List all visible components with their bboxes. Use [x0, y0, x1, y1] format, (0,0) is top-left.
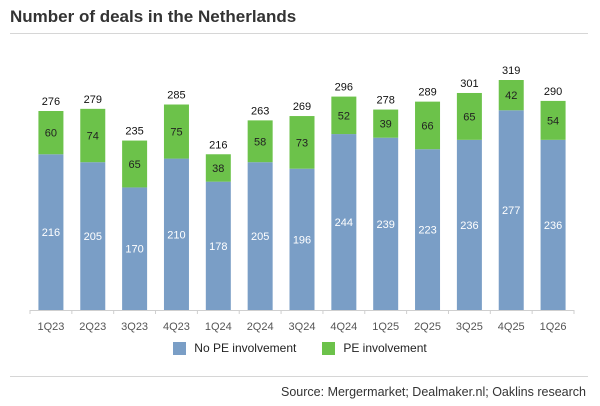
bar-no-pe: [540, 139, 566, 310]
bar-pe: [289, 116, 315, 169]
data-label-pe: 52: [338, 110, 350, 122]
bar-pe: [122, 140, 148, 188]
data-label-no-pe: 216: [42, 227, 60, 239]
footer-divider: [10, 376, 588, 377]
data-label-total: 235: [125, 126, 143, 138]
x-axis-tick-label: 1Q26: [540, 321, 567, 333]
data-label-pe: 58: [254, 136, 266, 148]
bar-pe: [163, 104, 189, 159]
bar-no-pe: [205, 181, 231, 310]
stacked-bar-chart: 216 60 276 1Q23 205 74 279 2Q23 170 65 235 3Q23 210 7…: [29, 65, 575, 333]
data-label-pe: 74: [87, 131, 99, 143]
legend-label-no-pe: No PE involvement: [194, 341, 297, 355]
data-label-no-pe: 239: [377, 219, 395, 231]
chart-title: Number of deals in the Netherlands: [10, 7, 297, 26]
data-label-no-pe: 236: [544, 220, 562, 232]
bar-no-pe: [373, 137, 399, 310]
data-label-total: 279: [84, 94, 102, 106]
data-label-pe: 66: [421, 120, 433, 132]
x-axis-tick-label: 2Q25: [414, 321, 441, 333]
bar-no-pe: [80, 162, 106, 310]
data-label-total: 301: [460, 78, 478, 90]
data-label-no-pe: 170: [125, 244, 143, 256]
data-label-total: 319: [502, 65, 520, 77]
data-label-total: 278: [377, 95, 395, 107]
data-label-no-pe: 205: [84, 231, 102, 243]
bar-no-pe: [38, 154, 64, 310]
data-label-no-pe: 178: [209, 241, 227, 253]
chart-legend: No PE involvement PE involvement: [0, 341, 600, 355]
bar-no-pe: [163, 158, 189, 310]
data-label-no-pe: 205: [251, 231, 269, 243]
data-label-pe: 60: [45, 128, 57, 140]
bar-pe: [540, 100, 566, 140]
data-label-total: 296: [335, 82, 353, 94]
legend-label-pe: PE involvement: [343, 341, 427, 355]
bar-no-pe: [122, 187, 148, 310]
data-label-pe: 42: [505, 90, 517, 102]
bar-no-pe: [415, 149, 441, 310]
legend-item-pe: PE involvement: [322, 341, 427, 355]
data-label-no-pe: 223: [418, 225, 436, 237]
x-axis-tick-label: 2Q24: [247, 321, 274, 333]
bar-pe: [331, 96, 357, 135]
source-note: Source: Mergermarket; Dealmaker.nl; Oakl…: [281, 385, 586, 399]
x-axis-tick-label: 1Q25: [372, 321, 399, 333]
legend-item-no-pe: No PE involvement: [173, 341, 296, 355]
data-label-total: 290: [544, 86, 562, 98]
bar-no-pe: [289, 168, 315, 310]
x-axis-tick-label: 2Q23: [79, 321, 106, 333]
data-label-total: 263: [251, 105, 269, 117]
data-label-total: 216: [209, 139, 227, 151]
bar-no-pe: [498, 110, 524, 310]
bar-pe: [205, 154, 231, 182]
title-divider: [10, 33, 588, 34]
data-label-no-pe: 236: [460, 220, 478, 232]
bar-no-pe: [456, 139, 482, 310]
x-axis-tick-label: 4Q24: [330, 321, 357, 333]
bar-no-pe: [247, 162, 273, 310]
data-label-total: 269: [293, 101, 311, 113]
data-label-pe: 38: [212, 163, 224, 175]
data-label-no-pe: 277: [502, 205, 520, 217]
data-label-pe: 39: [380, 119, 392, 131]
data-label-pe: 65: [463, 111, 475, 123]
data-label-no-pe: 210: [167, 229, 185, 241]
data-label-pe: 65: [128, 159, 140, 171]
data-label-total: 276: [42, 96, 60, 108]
bar-pe: [247, 120, 273, 163]
legend-swatch-pe: [322, 341, 336, 355]
data-label-pe: 54: [547, 115, 559, 127]
data-label-no-pe: 196: [293, 234, 311, 246]
bar-pe: [498, 80, 524, 111]
data-label-total: 285: [167, 90, 185, 102]
x-axis-tick-label: 4Q23: [163, 321, 190, 333]
x-axis-tick-label: 3Q25: [456, 321, 483, 333]
data-label-pe: 73: [296, 137, 308, 149]
bar-no-pe: [331, 134, 357, 310]
data-label-pe: 75: [170, 127, 182, 139]
bar-pe: [456, 92, 482, 140]
data-label-no-pe: 244: [335, 217, 353, 229]
bar-pe: [38, 111, 64, 155]
x-axis-tick-label: 4Q25: [498, 321, 525, 333]
legend-swatch-no-pe: [173, 341, 187, 355]
x-axis-tick-label: 1Q23: [37, 321, 64, 333]
x-axis-tick-label: 1Q24: [205, 321, 232, 333]
x-axis-tick-label: 3Q24: [289, 321, 316, 333]
bar-pe: [80, 108, 106, 163]
bar-pe: [373, 109, 399, 138]
x-axis-tick-label: 3Q23: [121, 321, 148, 333]
bar-pe: [415, 101, 441, 150]
data-label-total: 289: [418, 87, 436, 99]
